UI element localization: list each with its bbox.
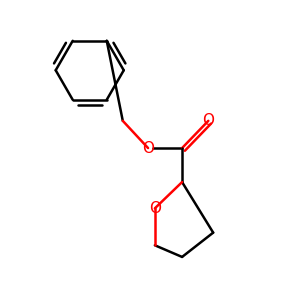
Text: O: O: [149, 201, 161, 216]
Text: O: O: [142, 141, 154, 156]
Text: O: O: [202, 113, 214, 128]
